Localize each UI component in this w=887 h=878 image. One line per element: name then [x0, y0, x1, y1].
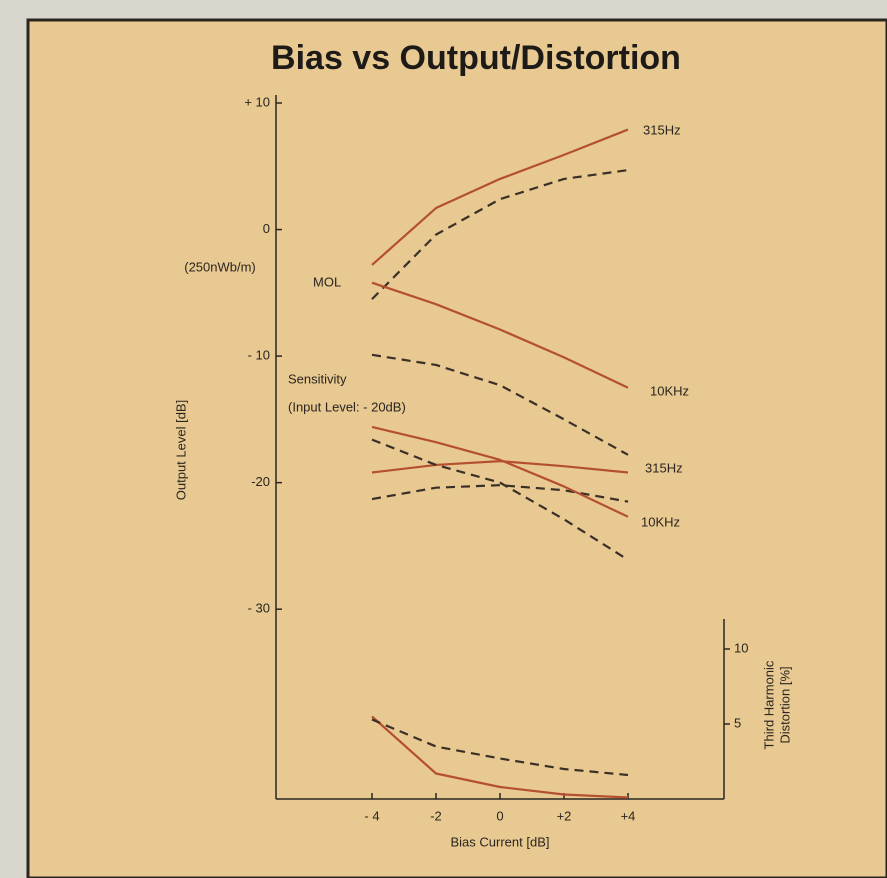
y-tick-label: 0	[263, 221, 270, 236]
y-tick-label: -20	[251, 474, 270, 489]
annotation: 10KHz	[650, 383, 689, 398]
series-line	[371, 353, 629, 456]
y2-axis-label: Distortion [%]	[777, 666, 792, 743]
series-line	[371, 438, 629, 561]
x-tick-label: -2	[430, 808, 442, 823]
x-tick-label: 0	[496, 808, 503, 823]
y2-tick-label: 10	[734, 640, 748, 655]
annotation: 315Hz	[643, 122, 681, 137]
series-line	[371, 168, 629, 300]
y2-tick-label: 5	[734, 715, 741, 730]
annotation: (Input Level: - 20dB)	[288, 399, 406, 414]
x-tick-label: +4	[621, 808, 636, 823]
y-tick-label: - 30	[248, 601, 270, 616]
annotation: MOL	[313, 274, 341, 289]
x-tick-label: +2	[557, 808, 572, 823]
series-line	[371, 718, 629, 777]
y-tick-label: + 10	[244, 94, 270, 109]
annotation: (250nWb/m)	[184, 259, 256, 274]
annotation: Sensitivity	[288, 371, 347, 386]
y-tick-label: - 10	[248, 348, 270, 363]
series-line	[371, 715, 629, 799]
annotation: 315Hz	[645, 460, 683, 475]
x-tick-label: - 4	[364, 808, 379, 823]
series-line	[371, 128, 629, 266]
series-line	[371, 425, 629, 518]
series-line	[371, 460, 629, 474]
series-line	[371, 484, 629, 503]
annotation: 10KHz	[641, 514, 680, 529]
x-axis-label: Bias Current [dB]	[451, 834, 550, 849]
chart-title: Bias vs Output/Distortion	[271, 39, 681, 77]
series-line	[371, 281, 629, 389]
y-axis-label: Output Level [dB]	[173, 400, 188, 500]
y2-axis-label: Third Harmonic	[761, 660, 776, 749]
